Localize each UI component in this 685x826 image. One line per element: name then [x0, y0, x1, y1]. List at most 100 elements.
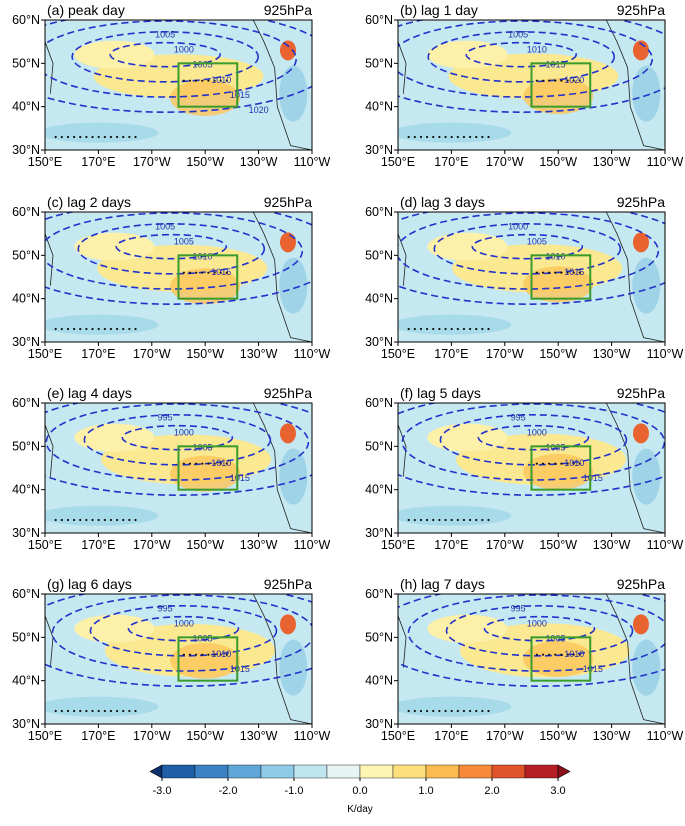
contour: [427, 31, 616, 83]
lon-tick-label: 150°W: [539, 538, 577, 552]
lon-tick-label: 130°W: [593, 155, 631, 169]
stipple: [66, 709, 70, 713]
stipple: [134, 327, 137, 331]
lon-tick-label: 130°W: [240, 729, 278, 743]
stipple: [426, 135, 429, 139]
panel-level: 925hPa: [617, 385, 665, 401]
stipple: [219, 462, 222, 465]
stipple: [438, 135, 441, 139]
stipple: [66, 135, 70, 139]
cool-blob: [279, 257, 308, 314]
contour-label: 995: [511, 603, 526, 613]
stipple: [91, 518, 94, 522]
frame: [44, 402, 313, 534]
hot-spot: [632, 423, 649, 444]
cool-blob: [398, 505, 512, 526]
lat-tick-label: 30°N: [12, 717, 40, 731]
stipple: [432, 135, 435, 139]
stipple: [201, 653, 204, 656]
stipple: [456, 327, 459, 331]
colorbar-segment: [260, 764, 295, 779]
contour-label: 1020: [564, 75, 584, 85]
lon-tick-label: 150°E: [381, 538, 415, 552]
colorbar-tick-label: -2.0: [219, 785, 238, 797]
colorbar-segment: [458, 764, 493, 779]
lat-tick-label: 30°N: [365, 526, 393, 540]
stipple: [413, 135, 416, 139]
stipple: [450, 135, 453, 139]
stipple: [134, 135, 137, 139]
frame: [44, 593, 313, 725]
stipple: [419, 327, 423, 331]
stipple: [560, 462, 563, 465]
colorbar-segment: [161, 764, 196, 779]
coast: [45, 424, 54, 477]
lat-tick-label: 60°N: [365, 13, 393, 27]
lon-tick-label: 170°W: [486, 347, 524, 361]
stipple: [213, 653, 216, 656]
panel-title: (d) lag 3 days: [400, 194, 485, 210]
stipple: [426, 327, 429, 331]
stipple: [560, 271, 563, 274]
contour-label: 1015: [583, 664, 603, 674]
stipple: [188, 79, 192, 82]
stipple: [572, 462, 575, 465]
lon-tick-label: 150°W: [539, 155, 577, 169]
lat-tick-label: 50°N: [12, 439, 40, 453]
lat-tick-label: 50°N: [12, 248, 40, 262]
stipple: [444, 327, 447, 331]
stipple: [188, 462, 192, 465]
stipple: [134, 709, 137, 713]
coast: [252, 20, 312, 150]
colorbar-segment: [293, 764, 328, 779]
map-panel: [45, 20, 312, 150]
contour-label: 1000: [174, 619, 194, 629]
lat-tick-label: 60°N: [365, 205, 393, 219]
lon-tick-label: 150°E: [28, 155, 62, 169]
contour: [483, 615, 596, 642]
panel-title: (g) lag 6 days: [47, 576, 132, 592]
cool-blob: [45, 314, 159, 335]
stipple: [432, 709, 435, 713]
stipple: [122, 327, 125, 331]
lat-tick-label: 30°N: [365, 717, 393, 731]
stipple: [572, 271, 575, 274]
lon-tick-label: 110°W: [647, 729, 684, 743]
contour: [445, 605, 634, 657]
stipple: [444, 709, 447, 713]
cool-blob: [632, 65, 661, 122]
warm-blob: [427, 614, 508, 643]
lon-tick-label: 170°E: [81, 729, 115, 743]
stipple: [122, 709, 125, 713]
coast: [45, 41, 54, 94]
stipple: [54, 135, 57, 139]
contour-label: 1010: [546, 252, 566, 262]
colorbar-segment: [227, 764, 262, 779]
contour: [115, 233, 228, 260]
colorbar-tick-label: 0.0: [352, 785, 367, 797]
stipple: [115, 327, 119, 331]
lon-tick-label: 110°W: [294, 729, 331, 743]
panel-level: 925hPa: [264, 194, 312, 210]
lon-tick-label: 130°W: [593, 729, 631, 743]
cool-blob: [279, 448, 308, 505]
panel-title: (f) lag 5 days: [400, 385, 481, 401]
contour-label: 1015: [546, 60, 566, 70]
warm-blob: [170, 268, 241, 305]
colorbar-segment: [491, 764, 526, 779]
lat-tick-label: 40°N: [365, 292, 393, 306]
hot-spot: [279, 614, 296, 635]
stipple: [115, 518, 119, 522]
stipple: [109, 518, 113, 522]
lat-tick-label: 60°N: [365, 396, 393, 410]
panel-title: (e) lag 4 days: [47, 385, 132, 401]
lon-tick-label: 110°W: [647, 538, 684, 552]
lat-tick-label: 30°N: [12, 143, 40, 157]
stipple: [207, 271, 210, 274]
contour-label: 1015: [211, 267, 231, 277]
coast: [605, 212, 665, 342]
contour-label: 1010: [193, 252, 213, 262]
lat-tick-label: 30°N: [365, 143, 393, 157]
colorbar-end: [149, 764, 163, 779]
lon-tick-label: 170°W: [486, 538, 524, 552]
